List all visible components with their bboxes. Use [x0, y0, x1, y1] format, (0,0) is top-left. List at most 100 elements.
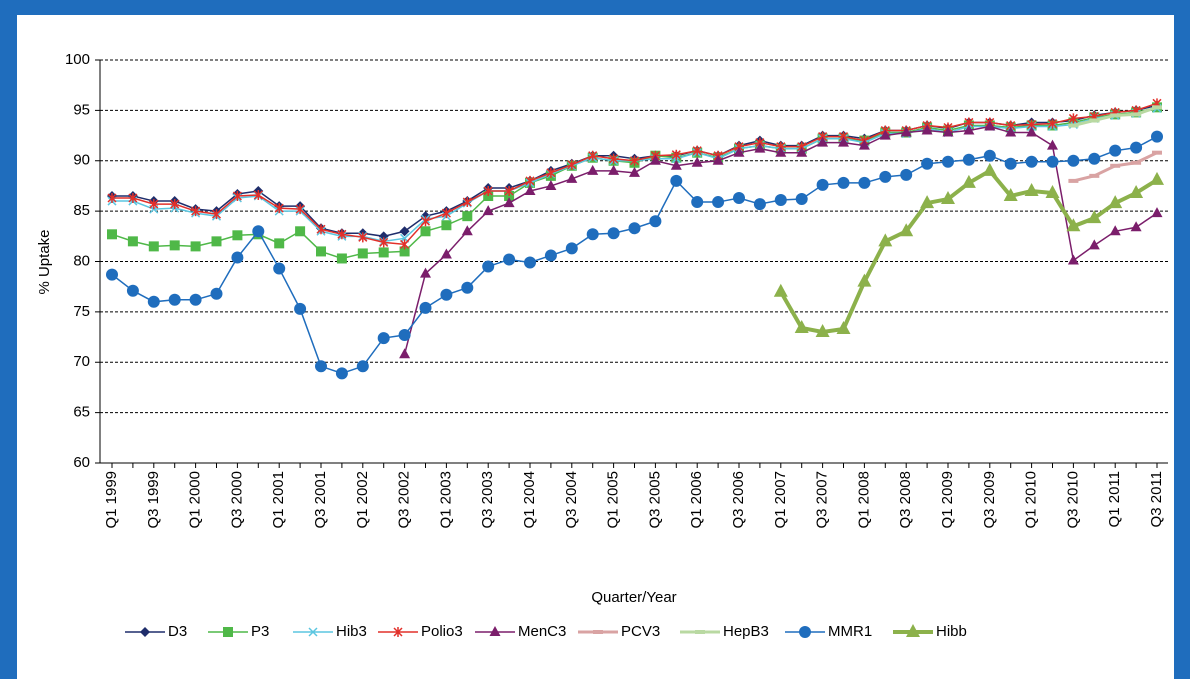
x-tick-label: Q3 2011 [1148, 471, 1165, 527]
point [942, 155, 954, 168]
point [1130, 141, 1143, 154]
point [900, 168, 913, 181]
point [336, 253, 347, 264]
x-tick-label: Q1 2001 [270, 471, 287, 529]
point [754, 142, 766, 153]
point [671, 149, 681, 160]
point [1067, 254, 1079, 265]
point [733, 192, 745, 205]
point [274, 238, 285, 249]
y-tick-label: 60 [73, 454, 90, 471]
point [649, 215, 662, 228]
point [147, 295, 160, 308]
x-tick-label: Q1 2006 [688, 471, 705, 529]
point [483, 191, 494, 202]
x-tick-label: Q1 2008 [855, 471, 872, 529]
point [191, 206, 201, 217]
point [836, 321, 851, 335]
legend-label: Hibb [936, 623, 967, 640]
x-tick-label: Q3 2000 [228, 471, 245, 529]
legend-marker [308, 627, 318, 637]
x-tick-label: Q1 1999 [103, 471, 120, 529]
point [358, 232, 368, 243]
point [419, 301, 432, 314]
point [794, 319, 809, 333]
legend-label: P3 [251, 623, 269, 640]
grid: 60 65 70 75 80 85 90 95 100 Q1 1999 Q3 1999 Q1 2000… [65, 51, 1168, 529]
point [399, 226, 410, 237]
point [773, 283, 788, 297]
point [1131, 160, 1142, 165]
y-tick-label: 100 [65, 51, 90, 68]
x-tick-label: Q1 2003 [437, 471, 454, 529]
point [232, 230, 243, 241]
point [399, 246, 410, 257]
point [107, 193, 117, 204]
point [921, 157, 934, 170]
point [1004, 157, 1017, 170]
x-tick-label: Q3 2006 [730, 471, 747, 529]
point [838, 136, 849, 147]
point [440, 248, 452, 259]
legend-marker [906, 624, 920, 637]
point [691, 156, 703, 167]
point [607, 227, 620, 240]
point [837, 176, 850, 189]
point [1088, 239, 1100, 250]
point [544, 249, 557, 262]
point [1151, 207, 1163, 218]
y-tick-label: 90 [73, 152, 90, 169]
point [961, 174, 976, 188]
legend-label: MenC3 [518, 623, 566, 640]
point [1109, 144, 1122, 157]
x-tick-label: Q1 2004 [521, 471, 538, 529]
point [503, 253, 516, 266]
point [211, 236, 222, 247]
point [858, 176, 871, 189]
legend-marker [593, 630, 603, 634]
y-tick-label: 75 [73, 303, 90, 320]
legend-label: D3 [168, 623, 187, 640]
x-tick-label: Q3 2010 [1064, 471, 1081, 529]
point [1108, 195, 1123, 209]
point [775, 146, 787, 157]
point [1110, 113, 1121, 118]
point [232, 191, 242, 202]
point [1045, 184, 1060, 198]
point [712, 196, 725, 209]
point [106, 268, 118, 281]
legend-label: Hib3 [336, 623, 367, 640]
legend-marker [393, 627, 403, 637]
point [1067, 154, 1080, 167]
point [1150, 171, 1164, 185]
x-tick-label: Q1 2002 [354, 471, 371, 529]
x-tick-label: Q3 2009 [981, 471, 998, 529]
point [1089, 118, 1100, 123]
point [441, 208, 451, 219]
point [817, 136, 829, 147]
point [586, 228, 599, 241]
legend-label: MMR1 [828, 623, 872, 640]
point [629, 155, 640, 166]
point [545, 179, 557, 190]
x-tick-label: Q3 1999 [145, 471, 162, 529]
plot [106, 98, 1164, 380]
point [149, 199, 159, 210]
x-tick-label: Q1 2009 [939, 471, 956, 529]
point [858, 139, 870, 150]
point [921, 124, 933, 135]
point [1088, 152, 1101, 165]
point [128, 193, 138, 204]
point [148, 241, 159, 252]
point [295, 204, 305, 215]
x-tick-label: Q3 2004 [563, 471, 580, 529]
point [356, 360, 369, 373]
point [462, 197, 472, 208]
legend-marker [223, 627, 233, 637]
point [379, 237, 389, 248]
y-tick-label: 65 [73, 404, 90, 421]
point [126, 284, 139, 297]
point [712, 154, 724, 165]
point [587, 164, 599, 175]
point [315, 360, 327, 373]
